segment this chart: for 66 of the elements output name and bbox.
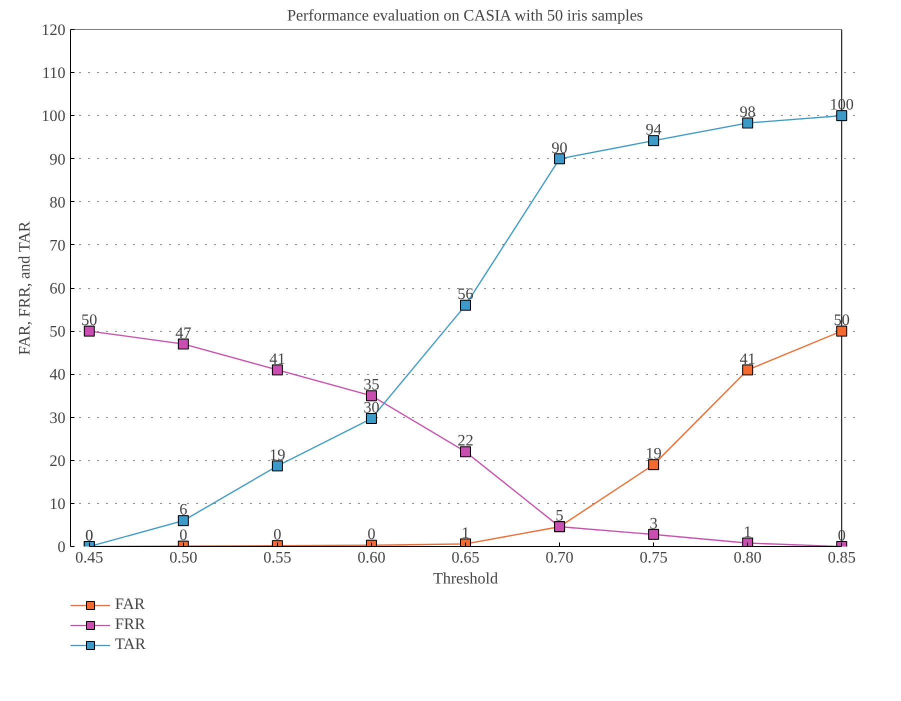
point [460, 446, 471, 458]
point [366, 413, 377, 424]
data-label: 94 [646, 122, 662, 139]
y-tick-label: 40 [50, 366, 66, 384]
y-tick-label: 70 [50, 237, 66, 254]
y-tick-label: 0 [58, 539, 66, 556]
x-tick-label: 0.55 [263, 550, 292, 566]
data-label: 41 [740, 350, 756, 368]
data-label: 50 [81, 312, 98, 330]
data-label: 0 [367, 526, 376, 544]
data-label: 19 [646, 446, 662, 463]
point [366, 390, 377, 402]
data-label: 1 [462, 524, 470, 542]
point [742, 364, 754, 376]
data-label: 90 [552, 140, 568, 157]
x-tick-label: 0.65 [452, 550, 480, 566]
y-tick-label: 60 [50, 280, 66, 298]
y-axis-title: FAR, FRR, and TAR [16, 220, 34, 355]
point [554, 153, 566, 164]
point [648, 459, 660, 470]
point [648, 135, 660, 146]
y-tick-label: 10 [50, 496, 66, 513]
y-tick-label: 110 [42, 65, 66, 82]
y-tick-label: 90 [50, 151, 66, 168]
x-tick-label: 0.85 [828, 550, 856, 566]
x-tick-label: 0.50 [169, 550, 198, 566]
data-label: 6 [179, 502, 188, 519]
point [84, 326, 95, 337]
legend-label: TAR [115, 636, 146, 654]
x-tick-label: 0.80 [734, 550, 762, 566]
point [272, 460, 283, 472]
x-axis-title: Threshold [433, 570, 498, 588]
chart-title: Performance evaluation on CASIA with 50 iris samples [287, 8, 644, 24]
data-label: 5 [556, 508, 564, 525]
point [178, 338, 189, 350]
x-tick-label: 0.75 [640, 550, 668, 566]
legend-label: FAR [115, 596, 145, 614]
y-tick-label: 30 [50, 410, 66, 427]
point [742, 538, 754, 546]
data-label: 22 [458, 432, 474, 450]
data-label: 0 [273, 526, 282, 544]
legend-label: FRR [115, 616, 146, 634]
data-label: 19 [269, 446, 286, 464]
data-label: 1 [744, 524, 752, 542]
x-tick-label: 0.70 [546, 550, 574, 566]
data-label: 3 [650, 515, 658, 532]
y-tick-label: 80 [50, 194, 66, 212]
data-label: 56 [458, 286, 474, 304]
x-tick-label: 0.60 [357, 550, 386, 566]
point [178, 515, 189, 526]
y-tick-label: 20 [50, 452, 66, 470]
point [648, 528, 660, 540]
y-tick-label: 120 [42, 22, 66, 39]
point [742, 117, 754, 128]
data-label: 30 [363, 400, 380, 417]
data-label: 98 [740, 104, 756, 121]
data-label: 35 [363, 376, 380, 394]
data-label: 47 [175, 325, 192, 342]
y-tick-label: 100 [42, 108, 66, 126]
y-tick-label: 50 [50, 324, 66, 341]
x-tick-label: 0.45 [75, 550, 104, 566]
point [272, 364, 283, 376]
point [460, 300, 471, 311]
data-label: 0 [85, 528, 94, 544]
data-label: 41 [269, 350, 286, 368]
data-label: 0 [179, 527, 188, 544]
